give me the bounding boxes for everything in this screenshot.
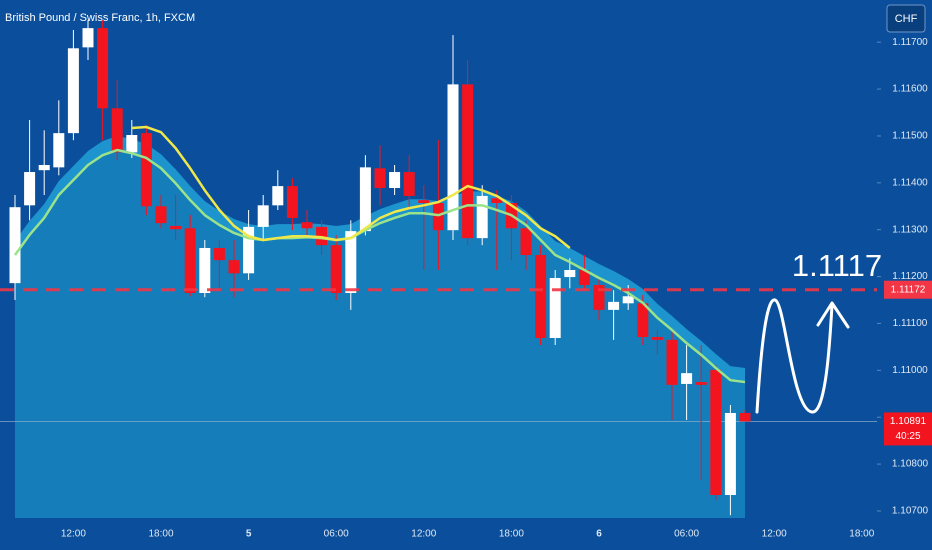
candle-body [38, 165, 50, 171]
x-tick-label: 18:00 [849, 529, 874, 540]
candle-body [462, 84, 474, 239]
candle-body [608, 301, 620, 310]
candle-body [301, 222, 313, 229]
candle-body [155, 206, 167, 224]
x-tick-label: 06:00 [324, 529, 349, 540]
candle-body [389, 172, 401, 188]
candle-body [681, 373, 693, 384]
x-tick-label: 12:00 [411, 529, 436, 540]
currency-button-label[interactable]: CHF [895, 13, 918, 25]
candle-body [710, 369, 722, 496]
candle-body [97, 28, 109, 109]
candle-body [724, 412, 736, 496]
candle-body [111, 108, 123, 153]
candle-body [695, 382, 707, 385]
x-tick-label: 06:00 [674, 529, 699, 540]
candle-body [257, 205, 269, 227]
candle-body [67, 48, 79, 134]
candle-body [272, 186, 284, 206]
candle-body [432, 202, 444, 231]
candle-body [286, 186, 298, 218]
candle-body [491, 198, 503, 203]
currency-button[interactable] [886, 4, 926, 33]
y-tick-label: 1.11200 [892, 271, 928, 282]
candle-body [126, 135, 138, 153]
y-tick-label: 1.11000 [892, 365, 928, 376]
x-tick-label: 12:00 [762, 529, 787, 540]
candle-body [403, 172, 415, 196]
candle-body [622, 296, 634, 304]
candle-body [82, 28, 94, 48]
x-tick-label: 6 [596, 529, 602, 540]
candle-body [476, 195, 488, 239]
candle-body [593, 285, 605, 310]
candle-body [535, 255, 547, 338]
y-tick-label: 1.11500 [892, 131, 928, 142]
candle-body [228, 260, 240, 274]
candle-body [637, 303, 649, 338]
current-price-box [884, 412, 932, 446]
candle-body [418, 200, 430, 203]
candle-body [578, 270, 590, 286]
y-tick-label: 1.11100 [893, 318, 928, 329]
candle-body [651, 337, 663, 340]
candle-body [9, 207, 21, 284]
chart-title: British Pound / Swiss Franc, 1h, FXCM [5, 12, 195, 24]
x-tick-label: 18:00 [499, 529, 524, 540]
countdown-label: 40:25 [895, 431, 920, 442]
candle-body [24, 172, 36, 206]
candle-body [330, 245, 342, 293]
candle-body [345, 231, 357, 293]
candle-body [53, 133, 65, 168]
candle-body [374, 168, 386, 188]
y-tick-label: 1.10700 [892, 506, 929, 517]
x-tick-label: 12:00 [61, 529, 86, 540]
candle-body [243, 226, 255, 274]
candle-body [184, 228, 196, 293]
annotation: 1.1117 [792, 248, 882, 283]
candle-body [213, 247, 225, 261]
candle-body [549, 277, 561, 338]
candle-body [447, 84, 459, 231]
ma-line [131, 125, 571, 249]
ma-cloud [15, 150, 745, 519]
candle-body [199, 247, 211, 293]
candle-body [666, 339, 678, 385]
level-price-box [884, 280, 932, 299]
plot-area: 1.107001.108001.109001.110001.111001.112… [0, 20, 929, 540]
candle-body [359, 167, 371, 232]
y-tick-label: 1.11600 [892, 84, 928, 95]
x-tick-label: 18:00 [148, 529, 173, 540]
candle-body [170, 225, 182, 230]
level-price-label: 1.11172 [891, 284, 926, 295]
y-tick-label: 1.11700 [892, 37, 928, 48]
hand-drawn-arrow [755, 298, 850, 414]
y-tick-label: 1.10800 [892, 459, 929, 470]
candle-body [520, 228, 532, 256]
x-tick-label: 5 [246, 529, 252, 540]
candle-body [739, 412, 751, 422]
current-price-label: 1.10891 [890, 416, 927, 427]
candle-body [564, 270, 576, 278]
candle-body [140, 133, 152, 207]
y-tick-label: 1.11400 [892, 177, 928, 188]
y-tick-label: 1.11300 [892, 224, 928, 235]
ma-band [15, 136, 745, 383]
